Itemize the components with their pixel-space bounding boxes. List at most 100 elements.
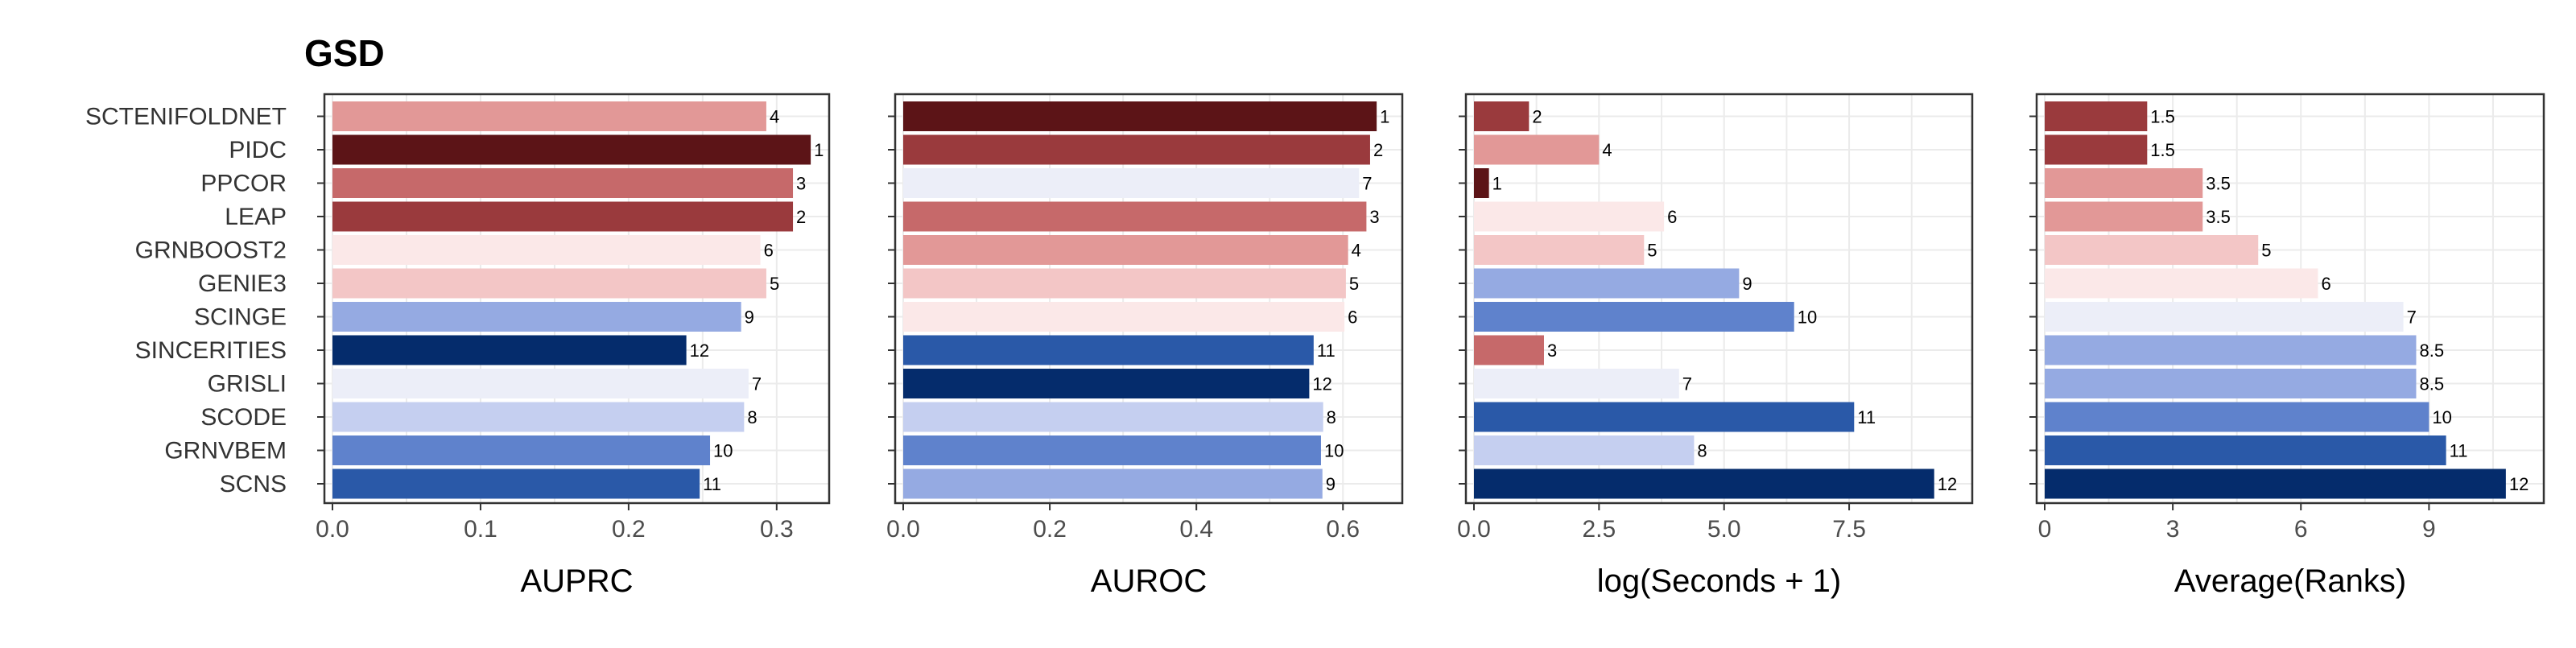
bar-value-label: 3	[796, 174, 806, 194]
bar-grnvbem	[1474, 435, 1695, 465]
method-label: GRNBOOST2	[135, 237, 287, 264]
method-label: PIDC	[229, 137, 287, 163]
x-axis-title: log(Seconds + 1)	[1597, 563, 1842, 599]
method-label: GRNVBEM	[164, 438, 287, 464]
bar-value-label: 12	[1938, 474, 1957, 494]
bar-value-label: 5	[1647, 241, 1657, 261]
bar-scns	[1474, 468, 1934, 499]
bar-genie3	[2045, 268, 2318, 299]
bar-value-label: 8.5	[2419, 374, 2444, 394]
bar-value-label: 8	[1697, 441, 1707, 461]
bar-value-label: 3	[1369, 207, 1379, 227]
x-tick-label: 7.5	[1832, 516, 1866, 543]
bar-scinge	[903, 302, 1345, 332]
bar-scns	[332, 468, 700, 499]
bar-value-label: 6	[764, 241, 774, 261]
bar-leap	[903, 201, 1367, 232]
bar-value-label: 5	[2261, 241, 2271, 261]
x-tick-label: 0.4	[1179, 516, 1213, 543]
bar-value-label: 3.5	[2206, 174, 2231, 194]
x-tick-label: 9	[2422, 516, 2436, 543]
bar-scinge	[1474, 302, 1794, 332]
bar-scinge	[332, 302, 741, 332]
method-label: SCODE	[200, 404, 287, 431]
bar-value-label: 7	[2407, 307, 2417, 328]
bar-value-label: 6	[2321, 274, 2330, 294]
bar-value-label: 11	[2450, 441, 2468, 461]
bar-value-label: 6	[1348, 307, 1357, 328]
bar-scns	[2045, 468, 2506, 499]
bar-pidc	[332, 134, 811, 165]
bar-grnboost2	[332, 235, 761, 265]
bar-value-label: 8.5	[2419, 341, 2444, 361]
bar-pidc	[903, 134, 1370, 165]
bar-scode	[2045, 402, 2429, 432]
bar-sincerities	[332, 335, 687, 365]
x-tick-label: 0.0	[1457, 516, 1491, 543]
bar-value-label: 7	[1682, 374, 1692, 394]
bar-sctenifoldnet	[1474, 101, 1530, 131]
bar-value-label: 12	[2509, 474, 2529, 494]
bar-value-label: 10	[713, 441, 733, 461]
x-axis-title: Average(Ranks)	[2174, 563, 2406, 599]
x-axis-title: AUPRC	[520, 563, 633, 599]
bar-value-label: 3	[1547, 341, 1557, 361]
bar-leap	[2045, 201, 2203, 232]
bar-scode	[332, 402, 745, 432]
bar-value-label: 10	[1324, 441, 1344, 461]
bar-grisli	[1474, 369, 1679, 398]
bar-scode	[903, 402, 1323, 432]
x-tick-label: 0.2	[1033, 516, 1067, 543]
panel-border	[323, 93, 831, 505]
method-label: SCNS	[220, 471, 287, 497]
bar-value-label: 7	[1362, 174, 1372, 194]
bar-sctenifoldnet	[903, 101, 1377, 131]
x-tick-label: 5.0	[1707, 516, 1741, 543]
bar-grnboost2	[1474, 235, 1645, 265]
bar-value-label: 9	[1742, 274, 1752, 294]
x-tick-label: 6	[2294, 516, 2308, 543]
bar-genie3	[1474, 268, 1740, 299]
method-label: SCINGE	[194, 304, 287, 331]
bar-pidc	[1474, 134, 1600, 165]
bar-value-label: 9	[745, 307, 754, 328]
bar-value-label: 4	[770, 107, 779, 127]
bar-grnvbem	[903, 435, 1321, 465]
bar-value-label: 9	[1326, 474, 1335, 494]
method-label: SCTENIFOLDNET	[85, 104, 287, 130]
bar-value-label: 10	[1798, 307, 1817, 328]
bar-value-label: 3.5	[2206, 207, 2231, 227]
bar-ppcor	[332, 168, 794, 198]
bar-grisli	[2045, 369, 2417, 398]
x-tick-label: 0.1	[464, 516, 497, 543]
bar-ppcor	[2045, 168, 2203, 198]
bar-grnvbem	[2045, 435, 2446, 465]
bar-grnvbem	[332, 435, 711, 465]
bar-value-label: 2	[796, 207, 806, 227]
x-tick-label: 2.5	[1582, 516, 1616, 543]
bar-genie3	[903, 268, 1346, 299]
bar-grisli	[332, 369, 749, 398]
bar-value-label: 1	[1380, 107, 1389, 127]
method-label: SINCERITIES	[135, 337, 287, 364]
x-tick-label: 0.0	[886, 516, 920, 543]
bar-sincerities	[2045, 335, 2417, 365]
method-label: GENIE3	[198, 270, 287, 297]
panel-1: 4 13 2 6 59 12 7 8 10 11 0.0 0.1 0.2 0.3 AUPRC	[316, 93, 831, 599]
bar-value-label: 10	[2432, 407, 2451, 427]
x-tick-label: 0.6	[1326, 516, 1360, 543]
bar-value-label: 12	[690, 341, 709, 361]
bar-ppcor	[903, 168, 1360, 198]
bar-genie3	[332, 268, 766, 299]
bar-grisli	[903, 369, 1310, 398]
bar-value-label: 1	[1492, 174, 1502, 194]
bar-scode	[1474, 402, 1855, 432]
bar-value-label: 7	[752, 374, 762, 394]
bar-leap	[332, 201, 794, 232]
bar-grnboost2	[903, 235, 1348, 265]
bar-value-label: 4	[1352, 241, 1361, 261]
bar-value-label: 11	[703, 474, 721, 494]
